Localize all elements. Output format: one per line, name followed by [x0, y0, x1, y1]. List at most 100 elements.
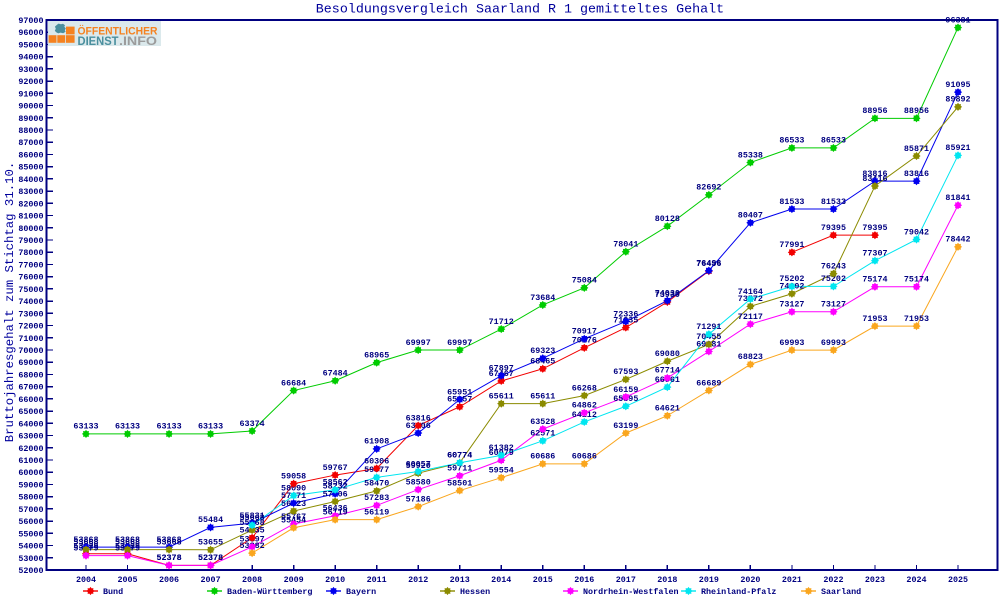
svg-text:72000: 72000	[18, 322, 43, 332]
svg-text:68965: 68965	[364, 350, 389, 360]
svg-text:52378: 52378	[156, 553, 181, 563]
svg-text:79395: 79395	[821, 223, 846, 233]
svg-text:58000: 58000	[18, 493, 43, 503]
svg-text:90000: 90000	[18, 102, 43, 112]
svg-text:52000: 52000	[18, 566, 43, 576]
svg-text:96381: 96381	[945, 15, 970, 25]
svg-text:67714: 67714	[655, 366, 680, 376]
svg-text:63133: 63133	[73, 422, 98, 432]
svg-text:61908: 61908	[364, 437, 389, 447]
svg-text:93000: 93000	[18, 65, 43, 75]
svg-text:2011: 2011	[367, 575, 387, 585]
svg-text:81000: 81000	[18, 212, 43, 222]
svg-text:56000: 56000	[18, 517, 43, 527]
svg-text:91095: 91095	[945, 80, 970, 90]
svg-text:66159: 66159	[613, 385, 638, 395]
svg-text:79042: 79042	[904, 227, 929, 237]
svg-text:81533: 81533	[821, 197, 846, 207]
svg-text:66689: 66689	[696, 378, 721, 388]
svg-text:55767: 55767	[281, 512, 306, 522]
svg-text:85921: 85921	[945, 143, 970, 153]
svg-text:2005: 2005	[117, 575, 137, 585]
svg-text:61000: 61000	[18, 456, 43, 466]
svg-text:67000: 67000	[18, 383, 43, 393]
svg-text:75202: 75202	[821, 274, 846, 284]
svg-text:69080: 69080	[655, 349, 680, 359]
svg-text:58470: 58470	[364, 479, 389, 489]
svg-text:83816: 83816	[862, 169, 887, 179]
svg-text:58501: 58501	[447, 478, 472, 488]
svg-text:2004: 2004	[76, 575, 96, 585]
svg-text:80128: 80128	[655, 214, 680, 224]
svg-text:89000: 89000	[18, 114, 43, 124]
svg-text:58090: 58090	[281, 483, 306, 493]
svg-text:89892: 89892	[945, 95, 970, 105]
svg-text:57000: 57000	[18, 505, 43, 515]
svg-text:74000: 74000	[18, 297, 43, 307]
svg-text:64000: 64000	[18, 419, 43, 429]
svg-text:68000: 68000	[18, 370, 43, 380]
svg-text:69323: 69323	[530, 346, 555, 356]
svg-text:53868: 53868	[73, 535, 98, 545]
svg-text:94000: 94000	[18, 53, 43, 63]
svg-text:83816: 83816	[904, 169, 929, 179]
svg-text:88956: 88956	[904, 106, 929, 116]
svg-text:53000: 53000	[18, 554, 43, 564]
svg-text:63816: 63816	[406, 413, 431, 423]
svg-text:59000: 59000	[18, 480, 43, 490]
svg-text:72117: 72117	[738, 312, 763, 322]
svg-text:95000: 95000	[18, 40, 43, 50]
svg-text:52378: 52378	[156, 553, 181, 563]
svg-text:92000: 92000	[18, 77, 43, 87]
svg-text:71712: 71712	[489, 317, 514, 327]
svg-text:53655: 53655	[198, 538, 223, 548]
svg-text:75202: 75202	[779, 274, 804, 284]
svg-text:2012: 2012	[408, 575, 428, 585]
svg-text:73127: 73127	[779, 300, 804, 310]
svg-text:71291: 71291	[696, 322, 721, 332]
svg-text:61382: 61382	[489, 443, 514, 453]
svg-text:84000: 84000	[18, 175, 43, 185]
svg-text:60774: 60774	[447, 451, 472, 461]
svg-text:2015: 2015	[533, 575, 553, 585]
svg-text:74030: 74030	[655, 289, 680, 299]
svg-text:59058: 59058	[281, 472, 306, 482]
svg-text:53668: 53668	[115, 537, 140, 547]
svg-text:66268: 66268	[572, 383, 597, 393]
svg-text:Baden-Württemberg: Baden-Württemberg	[227, 587, 312, 597]
svg-text:67593: 67593	[613, 367, 638, 377]
svg-text:79000: 79000	[18, 236, 43, 246]
svg-text:60306: 60306	[364, 456, 389, 466]
svg-text:53668: 53668	[73, 537, 98, 547]
svg-text:58562: 58562	[323, 478, 348, 488]
svg-text:67897: 67897	[489, 364, 514, 374]
svg-text:DIENST: DIENST	[78, 36, 119, 48]
svg-text:78041: 78041	[613, 240, 638, 250]
svg-text:2020: 2020	[740, 575, 760, 585]
svg-text:66000: 66000	[18, 395, 43, 405]
svg-text:74164: 74164	[738, 287, 763, 297]
svg-text:56436: 56436	[323, 504, 348, 514]
svg-text:76456: 76456	[696, 259, 721, 269]
svg-text:2019: 2019	[699, 575, 719, 585]
svg-text:85338: 85338	[738, 150, 763, 160]
svg-text:82692: 82692	[696, 183, 721, 193]
svg-text:Bruttojahresgehalt zum Stichta: Bruttojahresgehalt zum Stichtag 31.10.	[3, 162, 17, 442]
svg-text:60000: 60000	[18, 468, 43, 478]
svg-text:69997: 69997	[447, 338, 472, 348]
svg-text:80000: 80000	[18, 224, 43, 234]
svg-text:2017: 2017	[616, 575, 636, 585]
svg-text:59920: 59920	[406, 461, 431, 471]
svg-text:ÖFFENTLICHER: ÖFFENTLICHER	[78, 25, 158, 38]
svg-text:68823: 68823	[738, 352, 763, 362]
svg-text:76000: 76000	[18, 273, 43, 283]
svg-text:70917: 70917	[572, 327, 597, 337]
svg-text:.INFO: .INFO	[119, 36, 157, 48]
svg-text:88000: 88000	[18, 126, 43, 136]
svg-text:79395: 79395	[862, 223, 887, 233]
svg-text:87000: 87000	[18, 138, 43, 148]
svg-text:54000: 54000	[18, 542, 43, 552]
svg-text:2010: 2010	[325, 575, 345, 585]
svg-text:2014: 2014	[491, 575, 511, 585]
svg-text:77991: 77991	[779, 240, 804, 250]
